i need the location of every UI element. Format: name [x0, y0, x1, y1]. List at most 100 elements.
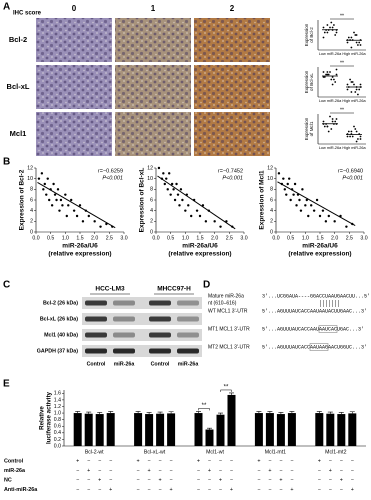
blot-band — [177, 300, 199, 306]
y-tick-label: 4 — [30, 208, 33, 214]
dot — [327, 130, 330, 133]
point — [59, 198, 63, 202]
blot-band — [113, 300, 135, 306]
blot-band — [177, 332, 199, 338]
table-cell: + — [279, 477, 282, 483]
point — [285, 193, 288, 196]
point — [324, 220, 328, 223]
table-cell: − — [329, 477, 332, 483]
dot — [353, 31, 355, 34]
error-bar — [349, 411, 355, 414]
significance-bracket — [220, 389, 232, 392]
dot — [333, 24, 335, 26]
y-tick-label: 8 — [30, 187, 33, 193]
y-tick-label: 8 — [150, 187, 153, 193]
error-bar — [218, 412, 223, 415]
sequence: 3'...UCGGAUA----GGACCUAAUGAACUU...5' — [262, 293, 370, 299]
table-cell: − — [219, 468, 222, 474]
point — [162, 172, 165, 175]
dot — [351, 81, 354, 83]
table-cell: + — [148, 468, 151, 474]
x-axis-note: (relative expression) — [168, 251, 231, 258]
table-cell: − — [340, 468, 343, 474]
blot-strip — [82, 313, 202, 325]
table-cell: − — [230, 458, 233, 464]
ihc-score: 2 — [230, 4, 235, 13]
x-tick-label: Mcl1-wt — [206, 449, 224, 455]
point — [178, 204, 181, 207]
x-tick-label: 1.0 — [302, 235, 309, 241]
point — [169, 193, 172, 196]
table-row-label: miR-26a — [4, 468, 26, 474]
point — [52, 182, 55, 186]
y-tick-label: 4 — [270, 208, 273, 214]
y-axis-label: of Bcl-xL — [309, 73, 314, 91]
error-bar — [135, 411, 141, 414]
bar — [337, 414, 346, 446]
error-bar — [316, 411, 322, 414]
ihc-texture — [194, 65, 270, 109]
dot — [349, 135, 351, 138]
table-cell: + — [98, 477, 101, 483]
point — [195, 209, 199, 212]
bar — [84, 413, 93, 446]
y-tick-label: 6 — [270, 197, 273, 203]
bar — [156, 413, 165, 446]
significance: ** — [340, 13, 344, 19]
table-cell: − — [279, 487, 282, 493]
point — [321, 209, 325, 212]
dot — [349, 78, 351, 81]
annotation: r=−0.6940 — [338, 168, 363, 174]
table-cell: − — [329, 487, 332, 493]
table-cell: − — [159, 468, 162, 474]
dot — [350, 36, 353, 39]
table-cell: − — [148, 477, 151, 483]
x-tick-label: Mcl1-mt2 — [325, 449, 346, 455]
point — [307, 214, 310, 218]
y-tick-label: 4 — [150, 208, 153, 214]
dot — [333, 78, 335, 81]
bar — [265, 413, 274, 446]
annotation: P<0.001 — [102, 175, 123, 181]
point — [43, 182, 46, 186]
dot — [334, 120, 337, 123]
table-cell: − — [290, 458, 293, 464]
point — [333, 220, 336, 223]
error-bar — [86, 411, 92, 414]
ihc-texture — [194, 112, 270, 156]
significance: ** — [224, 385, 229, 391]
dot — [350, 81, 353, 83]
bar — [194, 413, 203, 446]
point — [170, 182, 174, 186]
x-axis-note: (relative expression) — [288, 251, 351, 258]
point — [282, 177, 285, 180]
point — [315, 198, 319, 202]
table-cell: − — [351, 458, 354, 464]
table-cell: − — [98, 487, 101, 493]
point — [50, 204, 54, 207]
lane-label: miR-26a — [114, 361, 135, 367]
dot — [359, 135, 362, 138]
annotation: r=−0.6259 — [98, 168, 123, 174]
table-cell: − — [351, 468, 354, 474]
blot-band — [85, 348, 107, 354]
x-tick-label: 0.5 — [167, 235, 174, 241]
point — [58, 209, 61, 212]
x-tick-label: 1.0 — [62, 235, 69, 241]
table-cell: + — [340, 477, 343, 483]
error-bar — [168, 411, 174, 414]
dot — [331, 118, 334, 120]
y-tick-label: 1.6 — [54, 391, 61, 397]
dot — [330, 128, 333, 130]
point — [87, 214, 91, 218]
table-cell: + — [318, 458, 321, 464]
y-tick-label: 1.4 — [54, 397, 61, 403]
table-cell: + — [208, 468, 211, 474]
panel-label: A — [3, 2, 10, 13]
point — [204, 220, 208, 223]
point — [75, 214, 79, 218]
table-cell: − — [340, 458, 343, 464]
point — [179, 188, 183, 191]
x-tick-label: Mcl1-mt1 — [265, 449, 286, 455]
dot — [358, 41, 361, 44]
